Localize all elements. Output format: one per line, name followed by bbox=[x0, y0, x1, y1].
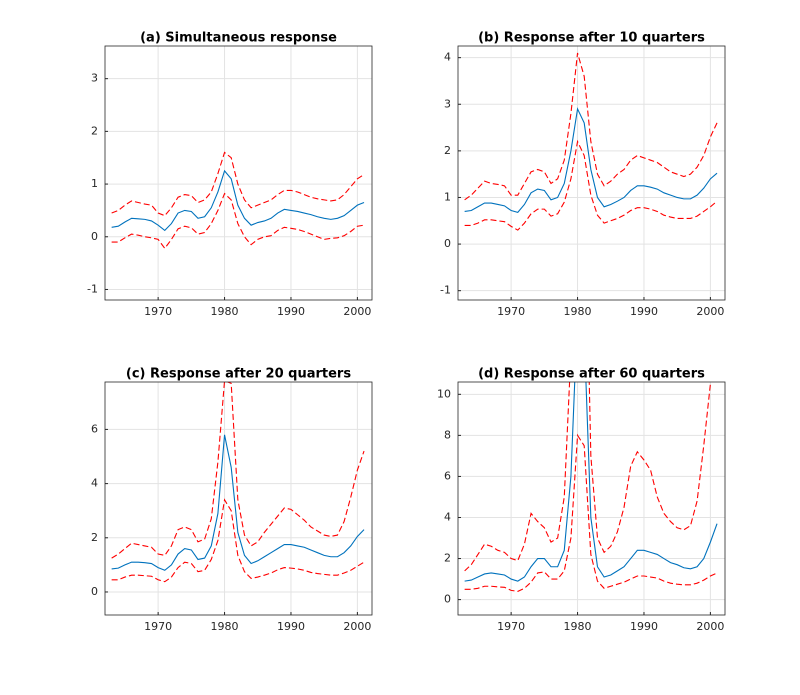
series-line bbox=[464, 433, 718, 592]
series-line bbox=[464, 382, 718, 582]
axes-box bbox=[104, 45, 373, 301]
plot-area bbox=[458, 382, 725, 615]
y-tick-label: -1 bbox=[440, 284, 451, 297]
subplot: 1970 1980 1990 2000 -1 0 1 2 3 4 (b) Response afte… bbox=[440, 31, 726, 318]
series-line bbox=[111, 382, 365, 559]
x-tick-label: 1990 bbox=[630, 305, 658, 318]
x-tick-label: 2000 bbox=[696, 305, 724, 318]
x-tick-label: 1990 bbox=[277, 620, 305, 633]
x-tick-label: 1990 bbox=[277, 305, 305, 318]
x-tick-label: 1980 bbox=[211, 620, 239, 633]
y-tick-label: 2 bbox=[444, 144, 451, 157]
y-tick-label: 0 bbox=[91, 230, 98, 243]
y-tick-label: 4 bbox=[444, 51, 451, 64]
series-line bbox=[111, 151, 365, 217]
y-tick-label: 4 bbox=[444, 510, 451, 523]
y-tick-label: 4 bbox=[91, 477, 98, 490]
y-tick-label: 6 bbox=[444, 469, 451, 482]
axes-box bbox=[457, 381, 726, 616]
subplot: 1970 1980 1990 2000 0 2 4 6 8 10 (d) Response afte… bbox=[437, 367, 726, 633]
x-tick-label: 1980 bbox=[564, 620, 592, 633]
series-line bbox=[464, 107, 718, 214]
chart-title: (d) Response after 60 quarters bbox=[478, 367, 705, 382]
x-tick-label: 1970 bbox=[497, 620, 525, 633]
y-tick-label: 1 bbox=[91, 177, 98, 190]
y-tick-label: 10 bbox=[437, 387, 451, 400]
y-tick-label: 1 bbox=[444, 190, 451, 203]
y-tick-label: 2 bbox=[91, 124, 98, 137]
series-line bbox=[111, 498, 365, 583]
y-tick-label: 3 bbox=[91, 72, 98, 85]
series-line bbox=[464, 52, 718, 201]
y-tick-label: 8 bbox=[444, 428, 451, 441]
x-tick-label: 2000 bbox=[696, 620, 724, 633]
chart-title: (c) Response after 20 quarters bbox=[126, 367, 351, 382]
subplot: 1970 1980 1990 2000 0 2 4 6 (c) Response after 2… bbox=[91, 367, 373, 633]
series-line bbox=[464, 382, 712, 572]
y-tick-label: 0 bbox=[91, 585, 98, 598]
axes-box bbox=[104, 381, 373, 616]
chart-title: (b) Response after 10 quarters bbox=[478, 31, 705, 46]
y-tick-label: 0 bbox=[444, 593, 451, 606]
x-tick-label: 2000 bbox=[343, 620, 371, 633]
axes-box bbox=[457, 45, 726, 301]
y-tick-label: 0 bbox=[444, 237, 451, 250]
x-tick-label: 1980 bbox=[211, 305, 239, 318]
series-line bbox=[111, 434, 365, 571]
x-tick-label: 2000 bbox=[343, 305, 371, 318]
plot-area bbox=[105, 382, 372, 615]
plot-area bbox=[105, 46, 372, 300]
x-tick-label: 1970 bbox=[497, 305, 525, 318]
x-tick-label: 1990 bbox=[630, 620, 658, 633]
x-tick-label: 1970 bbox=[144, 305, 172, 318]
x-tick-label: 1970 bbox=[144, 620, 172, 633]
x-tick-label: 1980 bbox=[564, 305, 592, 318]
y-tick-label: 2 bbox=[91, 531, 98, 544]
series-line bbox=[111, 192, 365, 250]
y-tick-label: 6 bbox=[91, 422, 98, 435]
series-line bbox=[111, 169, 365, 232]
y-tick-label: 2 bbox=[444, 552, 451, 565]
chart-title: (a) Simultaneous response bbox=[140, 31, 337, 46]
subplot: 1970 1980 1990 2000 -1 0 1 2 3 (a) Simultaneous r… bbox=[87, 31, 373, 318]
y-tick-label: 3 bbox=[444, 97, 451, 110]
y-tick-label: -1 bbox=[87, 282, 98, 295]
